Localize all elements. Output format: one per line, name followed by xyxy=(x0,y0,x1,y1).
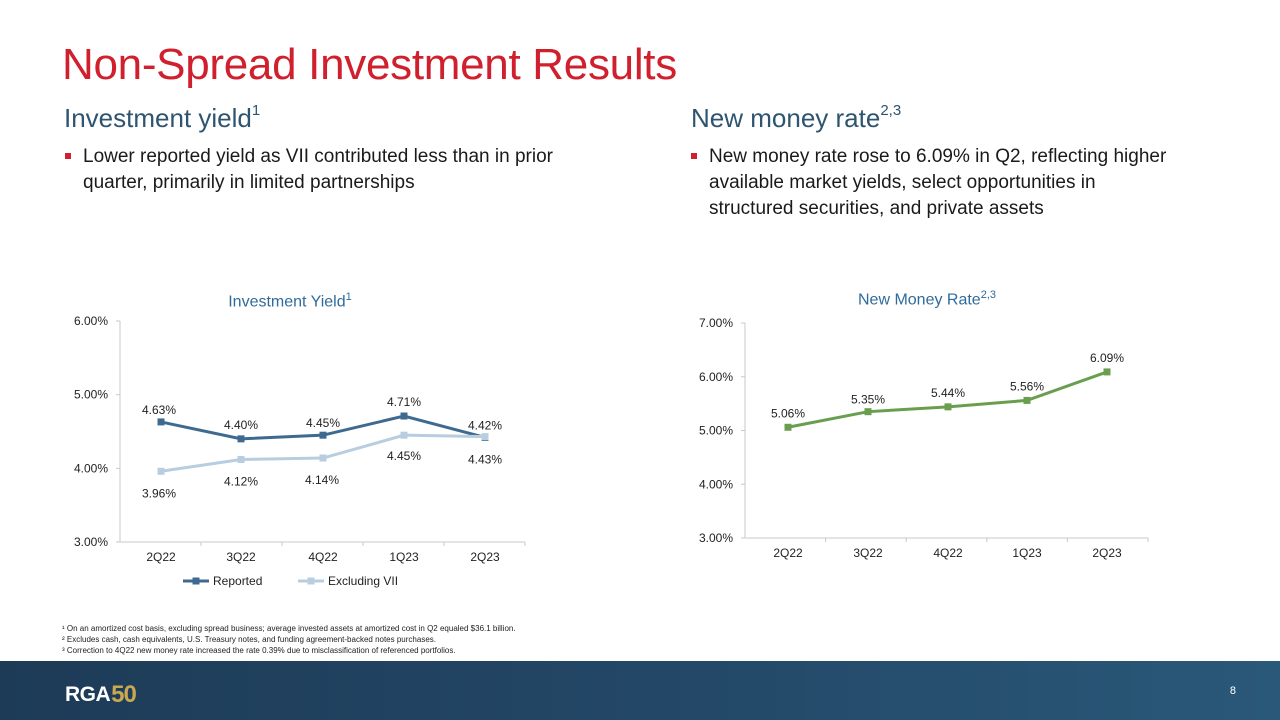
newmoney-y-tick-label: 7.00% xyxy=(699,316,733,330)
new-money-rate-heading: New money rate2,3 xyxy=(691,102,902,134)
newmoney-y-tick-label: 3.00% xyxy=(699,531,733,545)
yield-series-line-excluding-vii xyxy=(160,433,486,473)
bullet-marker-icon xyxy=(65,153,71,159)
investment-yield-chart-title-text: Investment Yield xyxy=(228,293,346,311)
yield-data-label: 4.43% xyxy=(468,453,502,467)
newmoney-y-tick-label: 5.00% xyxy=(699,424,733,438)
newmoney-data-label: 5.35% xyxy=(851,393,885,407)
newmoney-data-label: 5.44% xyxy=(931,386,965,400)
investment-yield-bullet-text: Lower reported yield as VII contributed … xyxy=(83,146,553,193)
yield-data-label: 4.14% xyxy=(305,473,339,487)
newmoney-data-point xyxy=(864,408,872,416)
yield-data-label: 4.63% xyxy=(142,403,176,417)
newmoney-y-tick-label: 4.00% xyxy=(699,477,733,491)
new-money-rate-heading-sup: 2,3 xyxy=(880,102,902,120)
bullet-marker-icon xyxy=(691,153,697,159)
yield-data-point xyxy=(319,431,327,439)
legend-marker xyxy=(192,577,200,585)
yield-data-label: 3.96% xyxy=(142,486,176,500)
legend-marker xyxy=(307,577,315,585)
newmoney-data-point xyxy=(1023,396,1031,404)
footnote-3: ³ Correction to 4Q22 new money rate incr… xyxy=(62,646,456,655)
newmoney-data-point xyxy=(1103,368,1111,376)
yield-y-tick-label: 4.00% xyxy=(74,461,108,475)
investment-yield-heading: Investment yield1 xyxy=(64,102,261,134)
yield-x-tick-label: 4Q22 xyxy=(308,550,338,564)
yield-data-label: 4.71% xyxy=(387,395,421,409)
yield-data-label: 4.45% xyxy=(306,416,340,430)
yield-data-point xyxy=(400,431,408,439)
yield-data-point xyxy=(237,435,245,443)
new-money-rate-chart-title-sup: 2,3 xyxy=(980,289,996,301)
page-number: 8 xyxy=(1229,685,1236,697)
investment-yield-heading-sup: 1 xyxy=(251,102,261,120)
yield-data-label: 4.40% xyxy=(224,418,258,432)
yield-data-point xyxy=(157,418,165,426)
newmoney-x-tick-label: 1Q23 xyxy=(1012,546,1042,560)
newmoney-x-tick-label: 3Q22 xyxy=(853,546,883,560)
investment-yield-bullet: Lower reported yield as VII contributed … xyxy=(65,144,573,196)
newmoney-data-label: 6.09% xyxy=(1090,351,1124,365)
footer-bar: RGA 50 8 xyxy=(0,661,1280,720)
yield-data-point xyxy=(319,454,327,462)
newmoney-x-tick-label: 2Q23 xyxy=(1092,546,1122,560)
yield-x-tick-label: 3Q22 xyxy=(226,550,256,564)
investment-yield-heading-text: Investment yield xyxy=(64,103,252,133)
newmoney-data-label: 5.56% xyxy=(1010,379,1044,393)
newmoney-x-tick-label: 2Q22 xyxy=(773,546,803,560)
yield-data-label: 4.45% xyxy=(387,449,421,463)
footnote-2: ² Excludes cash, cash equivalents, U.S. … xyxy=(62,635,436,644)
newmoney-data-label: 5.06% xyxy=(771,406,805,420)
yield-data-point xyxy=(157,467,165,475)
yield-y-tick-label: 5.00% xyxy=(74,388,108,402)
yield-y-tick-label: 6.00% xyxy=(74,314,108,328)
yield-data-point xyxy=(237,455,245,463)
new-money-rate-chart-title-text: New Money Rate xyxy=(857,291,981,309)
anniversary-50-icon: 50 xyxy=(111,681,137,708)
investment-yield-chart-title: Investment Yield1 xyxy=(160,291,420,311)
new-money-rate-bullet-text: New money rate rose to 6.09% in Q2, refl… xyxy=(709,146,1167,219)
footnotes: ¹ On an amortized cost basis, excluding … xyxy=(62,623,516,656)
yield-data-point xyxy=(400,412,408,420)
yield-x-tick-label: 2Q23 xyxy=(470,550,500,564)
investment-yield-chart-title-sup: 1 xyxy=(345,291,352,303)
rga-logo-text: RGA xyxy=(65,683,111,706)
new-money-rate-bullet: New money rate rose to 6.09% in Q2, refl… xyxy=(691,144,1179,222)
legend-label: Reported xyxy=(213,574,262,588)
newmoney-data-point xyxy=(784,423,792,431)
rga-logo: RGA 50 xyxy=(65,681,137,709)
yield-y-tick-label: 3.00% xyxy=(74,535,108,549)
new-money-rate-chart-title: New Money Rate2,3 xyxy=(797,289,1057,309)
slide-title: Non-Spread Investment Results xyxy=(62,40,677,89)
footnote-1: ¹ On an amortized cost basis, excluding … xyxy=(62,624,516,633)
new-money-rate-heading-text: New money rate xyxy=(691,103,881,133)
yield-data-point xyxy=(481,433,489,441)
legend-label: Excluding VII xyxy=(328,574,398,588)
yield-data-label: 4.42% xyxy=(468,418,502,432)
newmoney-x-tick-label: 4Q22 xyxy=(933,546,963,560)
newmoney-y-tick-label: 6.00% xyxy=(699,370,733,384)
newmoney-data-point xyxy=(944,403,952,411)
yield-x-tick-label: 1Q23 xyxy=(389,550,419,564)
yield-data-label: 4.12% xyxy=(224,474,258,488)
yield-x-tick-label: 2Q22 xyxy=(146,550,176,564)
